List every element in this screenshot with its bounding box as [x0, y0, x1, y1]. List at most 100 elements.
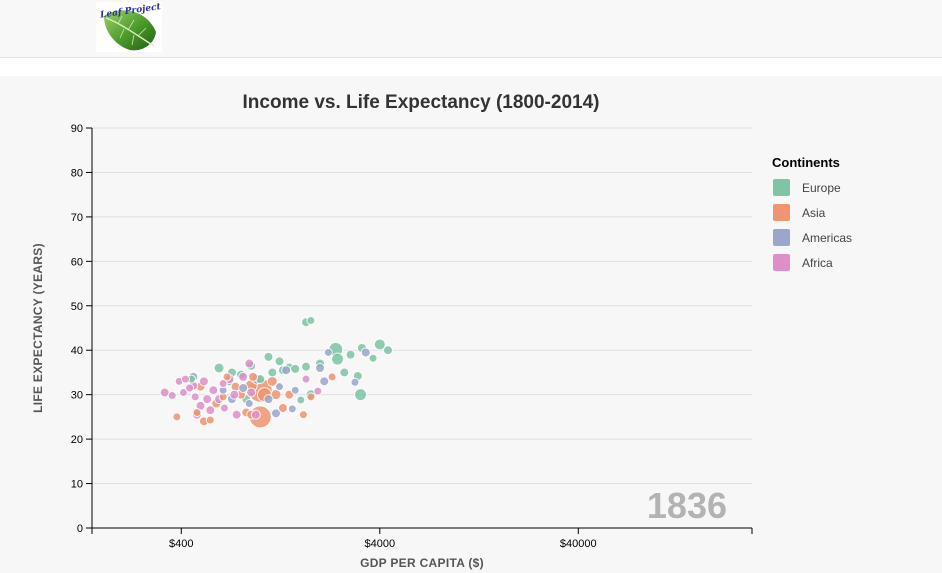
data-point-africa	[246, 387, 257, 398]
data-point-americas	[238, 383, 249, 393]
legend-label: Africa	[802, 256, 833, 270]
y-tick: 30	[71, 390, 92, 402]
legend-swatch	[773, 229, 790, 246]
legend-title: Continents	[772, 155, 840, 170]
data-point-asia	[192, 407, 202, 417]
data-point-africa	[208, 385, 219, 396]
data-point-europe	[373, 338, 386, 351]
legend-swatch	[773, 204, 790, 221]
chart-title: Income vs. Life Expectancy (1800-2014)	[243, 92, 600, 113]
data-point-europe	[274, 356, 285, 367]
legend: Continents Europe Asia Americas Africa	[772, 155, 852, 271]
y-axis-label: LIFE EXPECTANCY (YEARS)	[31, 243, 45, 413]
top-navbar: Leaf Project	[0, 0, 942, 58]
data-point-africa	[198, 376, 209, 387]
data-point-asia	[298, 410, 308, 420]
y-tick-label: 0	[77, 523, 83, 535]
data-point-africa	[205, 405, 216, 416]
data-point-asia	[172, 412, 182, 422]
y-tick-label: 90	[71, 123, 83, 135]
data-point-americas	[319, 376, 330, 387]
data-point-europe	[263, 351, 274, 362]
data-point-asia	[277, 403, 288, 413]
y-tick: 50	[71, 301, 92, 313]
data-point-africa	[219, 403, 229, 413]
data-point-americas	[275, 382, 285, 392]
x-tick-label: $40000	[560, 538, 597, 550]
x-tick: $4000	[364, 528, 395, 550]
data-point-africa	[180, 374, 190, 384]
legend-item-africa: Africa	[773, 254, 833, 271]
data-point-africa	[184, 383, 194, 393]
legend-item-europe: Europe	[773, 179, 841, 196]
data-point-africa	[218, 379, 228, 389]
data-point-europe	[383, 345, 394, 356]
data-point-africa	[202, 394, 213, 405]
year-label: 1836	[647, 485, 727, 526]
legend-label: Europe	[802, 181, 841, 195]
y-tick-label: 10	[71, 479, 83, 491]
data-point-europe	[368, 353, 378, 363]
y-tick: 40	[71, 345, 92, 357]
data-point-europe	[290, 363, 301, 374]
data-point-africa	[244, 358, 255, 369]
y-tick-label: 20	[71, 434, 83, 446]
y-tick-label: 80	[71, 167, 83, 179]
data-point-europe	[296, 395, 306, 405]
y-tick-label: 70	[71, 212, 83, 224]
leaf-project-logo[interactable]: Leaf Project	[96, 2, 162, 52]
data-point-africa	[313, 386, 323, 396]
data-point-asia	[248, 371, 259, 382]
data-point-europe	[213, 362, 225, 374]
y-axis: 0 10 20 30 40 50 60 70 80 90	[71, 123, 93, 535]
data-point-africa	[301, 374, 311, 384]
x-axis: $400 $4000 $40000	[91, 527, 753, 550]
legend-label: Asia	[802, 206, 826, 220]
data-point-americas	[360, 347, 371, 358]
y-tick-label: 60	[71, 256, 83, 268]
legend-item-asia: Asia	[773, 204, 826, 221]
legend-item-americas: Americas	[773, 229, 852, 246]
legend-swatch	[773, 254, 790, 271]
data-point-asia	[306, 392, 316, 402]
data-point-americas	[270, 408, 281, 419]
data-point-africa	[190, 392, 200, 402]
legend-label: Americas	[802, 231, 852, 245]
data-points	[159, 315, 394, 429]
y-tick-label: 40	[71, 345, 83, 357]
data-point-americas	[350, 377, 360, 387]
x-tick-label: $400	[169, 538, 193, 550]
data-point-europe	[306, 315, 316, 325]
data-point-africa	[238, 371, 249, 382]
chart-panel: Income vs. Life Expectancy (1800-2014) 0…	[0, 76, 942, 573]
gridlines	[92, 127, 752, 529]
data-point-americas	[323, 347, 333, 357]
y-tick: 80	[71, 167, 92, 179]
data-point-americas	[263, 394, 274, 405]
data-point-africa	[178, 387, 188, 397]
y-tick-label: 50	[71, 301, 83, 313]
y-tick: 90	[71, 123, 92, 135]
y-tick: 10	[71, 479, 92, 491]
data-point-europe	[345, 349, 356, 360]
data-point-africa	[229, 389, 240, 400]
data-point-americas	[244, 399, 254, 409]
data-point-asia	[270, 389, 282, 401]
data-point-americas	[315, 363, 326, 373]
x-tick: $400	[169, 528, 194, 550]
data-point-europe	[339, 367, 350, 378]
x-axis-label: GDP PER CAPITA ($)	[360, 556, 484, 570]
data-point-asia	[222, 372, 232, 382]
data-point-americas	[281, 365, 292, 376]
y-tick: 0	[77, 523, 92, 535]
y-tick: 60	[71, 256, 92, 268]
y-tick: 70	[71, 212, 92, 224]
y-tick-label: 30	[71, 390, 83, 402]
data-point-europe	[331, 352, 345, 366]
data-point-africa	[250, 409, 261, 420]
legend-swatch	[773, 179, 790, 196]
data-point-americas	[287, 404, 297, 414]
data-point-asia	[205, 415, 215, 425]
data-point-asia	[327, 372, 337, 382]
data-point-europe	[354, 388, 368, 402]
